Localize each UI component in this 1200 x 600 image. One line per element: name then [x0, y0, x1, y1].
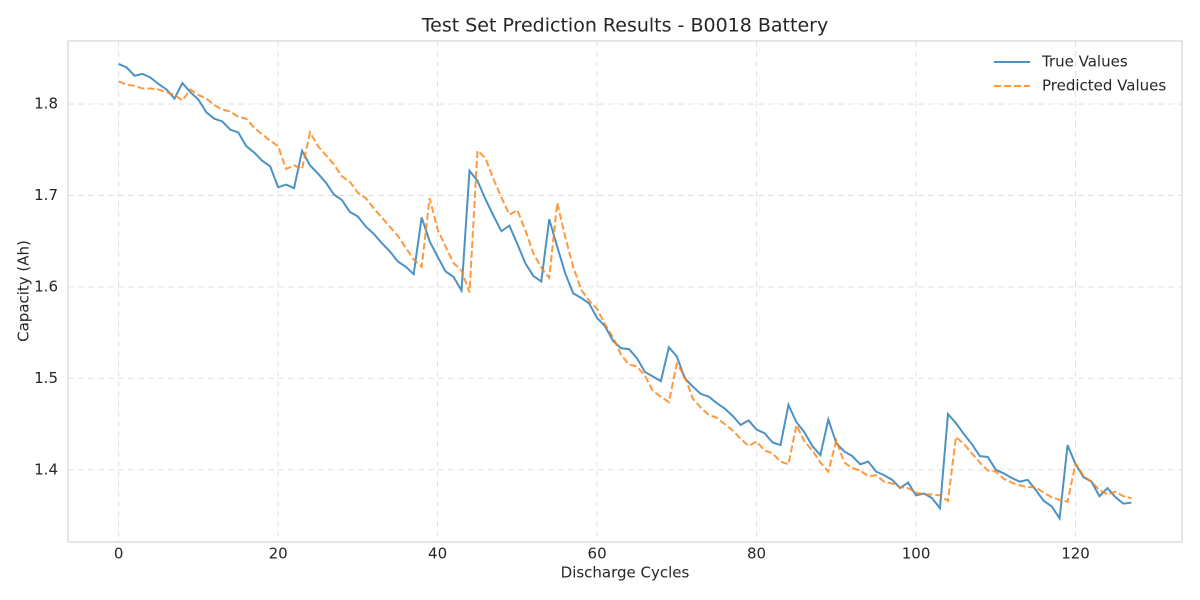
- data-line: [118, 62, 1132, 522]
- series-layer: [118, 62, 1132, 522]
- x-tick-label: 100: [902, 545, 931, 563]
- y-tick-label: 1.4: [34, 460, 58, 478]
- legend: True Values Predicted Values: [994, 53, 1166, 95]
- x-tick-label: 120: [1061, 545, 1090, 563]
- x-axis-label: Discharge Cycles: [561, 564, 690, 582]
- chart-title: Test Set Prediction Results - B0018 Batt…: [421, 15, 828, 37]
- legend-label: Predicted Values: [1042, 77, 1166, 95]
- x-tick-label: 20: [269, 545, 288, 563]
- y-tick-label: 1.7: [34, 186, 58, 204]
- y-tick-label: 1.5: [34, 369, 58, 387]
- y-tick-label: 1.6: [34, 277, 58, 295]
- y-axis-label: Capacity (Ah): [15, 240, 33, 342]
- x-tick-label: 80: [747, 545, 766, 563]
- data-line: [118, 80, 1132, 503]
- x-tick-label: 40: [428, 545, 447, 563]
- legend-label: True Values: [1041, 53, 1128, 71]
- y-tick-label: 1.8: [34, 95, 58, 113]
- x-tick-label: 60: [588, 545, 607, 563]
- x-tick-label: 0: [114, 545, 124, 563]
- plot-area: [67, 40, 1183, 543]
